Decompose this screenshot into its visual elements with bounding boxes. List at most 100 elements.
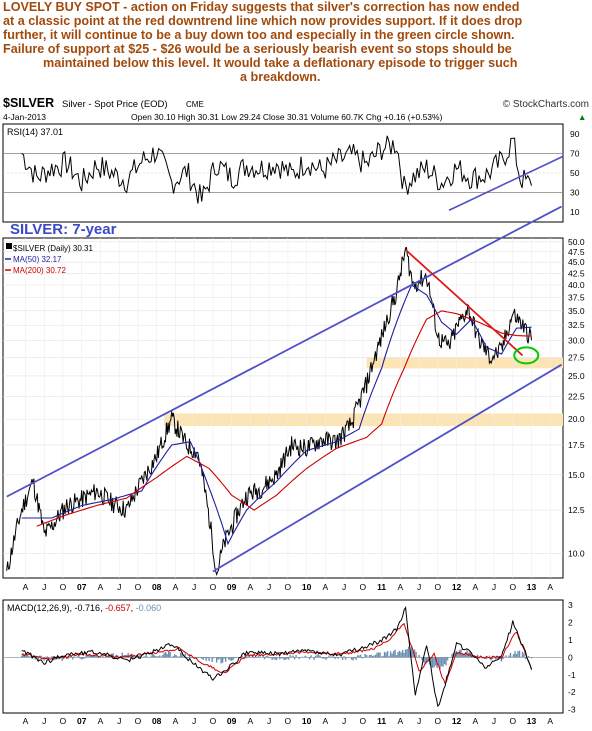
macd-x-tick-label: J (492, 716, 496, 726)
price-tick-label: 47.5 (568, 247, 585, 257)
legend-entry: MA(50) 32.17 (13, 255, 62, 264)
macd-x-tick-label: 07 (77, 716, 87, 726)
chart-header: $SILVER Silver - Spot Price (EOD) CME © … (3, 96, 589, 122)
macd-x-tick-label: O (360, 716, 367, 726)
legend-entry: MA(200) 30.72 (13, 266, 66, 275)
price-x-tick-label: O (135, 582, 142, 592)
price-x-tick-label: J (342, 582, 346, 592)
price-x-tick-label: A (248, 582, 254, 592)
signal-value: -0.657 (105, 603, 131, 613)
price-x-tick-label: A (397, 582, 403, 592)
silver-7-year-label: SILVER: 7-year (10, 221, 117, 238)
macd-x-tick-label: J (267, 716, 271, 726)
macd-tick-label: 3 (568, 600, 573, 610)
price-tick-label: 12.5 (568, 505, 585, 515)
price-tick-label: 30.0 (568, 336, 585, 346)
macd-x-tick-label: O (434, 716, 441, 726)
trendline-downtrend-line (404, 249, 524, 357)
macd-x-tick-label: A (323, 716, 329, 726)
price-x-tick-label: A (173, 582, 179, 592)
macd-x-tick-label: A (547, 716, 553, 726)
macd-x-tick-label: O (210, 716, 217, 726)
macd-x-tick-label: A (173, 716, 179, 726)
macd-x-tick-label: O (285, 716, 292, 726)
rsi-tick-label: 50 (570, 168, 580, 178)
price-x-tick-label: O (509, 582, 516, 592)
headline-line: LOVELY BUY SPOT - action on Friday sugge… (3, 0, 520, 14)
price-x-tick-label: 12 (452, 582, 462, 592)
macd-x-tick-label: 10 (302, 716, 312, 726)
support-zone (366, 357, 563, 369)
price-x-tick-label: J (492, 582, 496, 592)
macd-x-tick-label: 09 (227, 716, 237, 726)
headline-line: maintained below this level. It would ta… (43, 56, 518, 70)
rsi-tick-label: 90 (570, 129, 580, 139)
headline-text: LOVELY BUY SPOT - action on Friday sugge… (0, 0, 592, 92)
price-tick-label: 42.5 (568, 268, 585, 278)
macd-x-tick-label: A (472, 716, 478, 726)
trendline-lower-channel (212, 363, 562, 573)
rsi-title: RSI(14) 37.01 (7, 127, 63, 137)
rsi-panel: 90 70 50 30 10 RSI(14) 37.01 (2, 123, 580, 223)
macd-tick-label: 1 (568, 635, 573, 645)
chart-date: 4-Jan-2013 (3, 112, 46, 122)
price-legend: $SILVER (Daily) 30.31 MA(50) 32.17 MA(200)… (5, 243, 93, 275)
macd-tick-label: 2 (568, 618, 573, 628)
price-tick-label: 25.0 (568, 371, 585, 381)
up-arrow-icon: ▲ (578, 112, 586, 122)
macd-x-tick-label: A (98, 716, 104, 726)
headline-line: a breakdown. (240, 70, 321, 84)
macd-tick-label: 0 (568, 652, 573, 662)
macd-x-tick-label: O (60, 716, 67, 726)
green-highlight-circle (513, 346, 540, 365)
macd-tick-label: -1 (568, 670, 576, 680)
price-x-tick-label: A (98, 582, 104, 592)
price-tick-label: 22.5 (568, 391, 585, 401)
price-x-tick-label: 13 (527, 582, 537, 592)
price-x-tick-label: 07 (77, 582, 87, 592)
price-x-tick-label: O (60, 582, 67, 592)
price-x-tick-label: J (42, 582, 46, 592)
price-x-tick-label: 10 (302, 582, 312, 592)
price-x-tick-label: A (472, 582, 478, 592)
price-series-ma200 (36, 310, 532, 527)
price-tick-label: 27.5 (568, 353, 585, 363)
price-frame (2, 237, 564, 579)
price-x-tick-label: J (417, 582, 421, 592)
price-tick-label: 40.0 (568, 280, 585, 290)
price-tick-label: 37.5 (568, 292, 585, 302)
macd-title: MACD(12,26,9), -0.716, -0.657, -0.060 (7, 603, 161, 613)
rsi-trendline (448, 155, 564, 211)
macd-tick-label: -2 (568, 687, 576, 697)
macd-line (21, 606, 532, 708)
price-tick-label: 10.0 (568, 548, 585, 558)
price-x-tick-label: 08 (152, 582, 162, 592)
macd-x-tick-label: A (397, 716, 403, 726)
rsi-tick-label: 10 (570, 207, 580, 217)
macd-signal-line (21, 622, 532, 686)
price-x-tick-label: A (547, 582, 553, 592)
macd-x-tick-label: J (417, 716, 421, 726)
headline-line: at a classic point at the red downtrend … (3, 14, 523, 28)
price-x-tick-label: A (323, 582, 329, 592)
macd-frame (2, 599, 564, 714)
price-series-ma50 (21, 284, 532, 546)
chart-symbol: $SILVER (3, 96, 54, 110)
price-x-tick-label: O (360, 582, 367, 592)
legend-marker (6, 243, 12, 249)
price-tick-label: 35.0 (568, 306, 585, 316)
price-series-silver (6, 246, 532, 577)
price-tick-label: 17.5 (568, 440, 585, 450)
macd-x-tick-label: 13 (527, 716, 537, 726)
price-x-tick-label: O (285, 582, 292, 592)
price-panel: 50.047.545.042.5 40.0 37.5 35.0 32.5 30.0 27.5… (2, 205, 585, 592)
rsi-line (21, 135, 532, 204)
macd-x-tick-label: A (23, 716, 29, 726)
macd-x-tick-label: O (135, 716, 142, 726)
price-tick-label: 20.0 (568, 414, 585, 424)
macd-tick-label: -3 (568, 705, 576, 715)
price-tick-label: 50.0 (568, 237, 585, 247)
chart-name: Silver - Spot Price (EOD) (62, 99, 168, 110)
